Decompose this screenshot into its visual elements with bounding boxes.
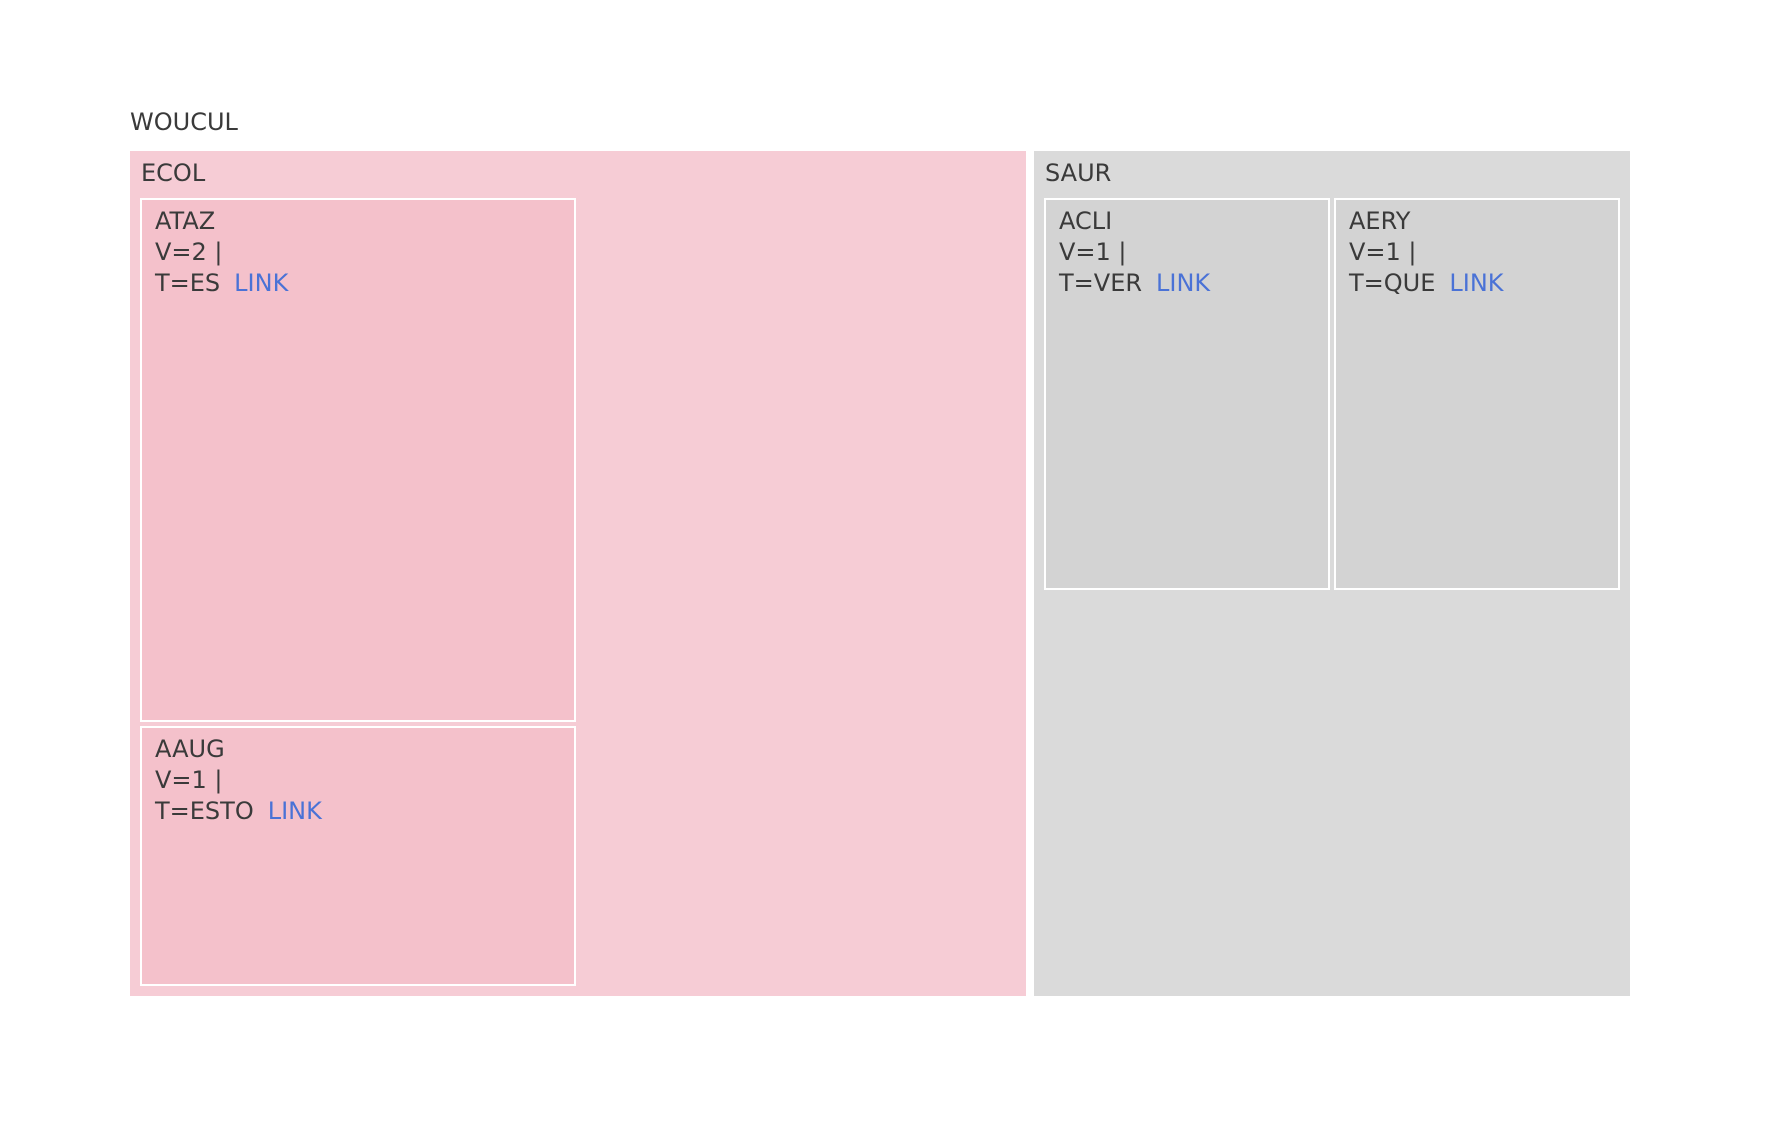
- leaf-value-text: V=1 |: [1059, 238, 1127, 266]
- leaf-value-text: V=1 |: [1349, 238, 1417, 266]
- leaf-link[interactable]: LINK: [267, 797, 322, 825]
- leaf-name: AERY: [1349, 207, 1411, 235]
- leaf-name: AAUG: [155, 735, 225, 763]
- group-label-saur: SAUR: [1045, 159, 1112, 187]
- chart-title: WOUCUL: [130, 108, 238, 136]
- treemap-leaf-aery[interactable]: AERY V=1 | T=QUE LINK: [1334, 198, 1620, 590]
- group-label-ecol: ECOL: [141, 159, 206, 187]
- leaf-type-text: T=QUE: [1349, 269, 1436, 297]
- leaf-type-text: T=ESTO: [155, 797, 254, 825]
- leaf-type-text: T=ES: [155, 269, 221, 297]
- treemap-leaf-acli[interactable]: ACLI V=1 | T=VER LINK: [1044, 198, 1330, 590]
- leaf-value-text: V=1 |: [155, 766, 223, 794]
- treemap-leaf-ataz[interactable]: ATAZ V=2 | T=ES LINK: [140, 198, 576, 722]
- leaf-link[interactable]: LINK: [1449, 269, 1504, 297]
- leaf-name: ACLI: [1059, 207, 1113, 235]
- leaf-type-text: T=VER: [1059, 269, 1143, 297]
- leaf-link[interactable]: LINK: [234, 269, 289, 297]
- treemap-leaf-aaug[interactable]: AAUG V=1 | T=ESTO LINK: [140, 726, 576, 986]
- leaf-link[interactable]: LINK: [1156, 269, 1211, 297]
- leaf-name: ATAZ: [155, 207, 216, 235]
- leaf-value-text: V=2 |: [155, 238, 223, 266]
